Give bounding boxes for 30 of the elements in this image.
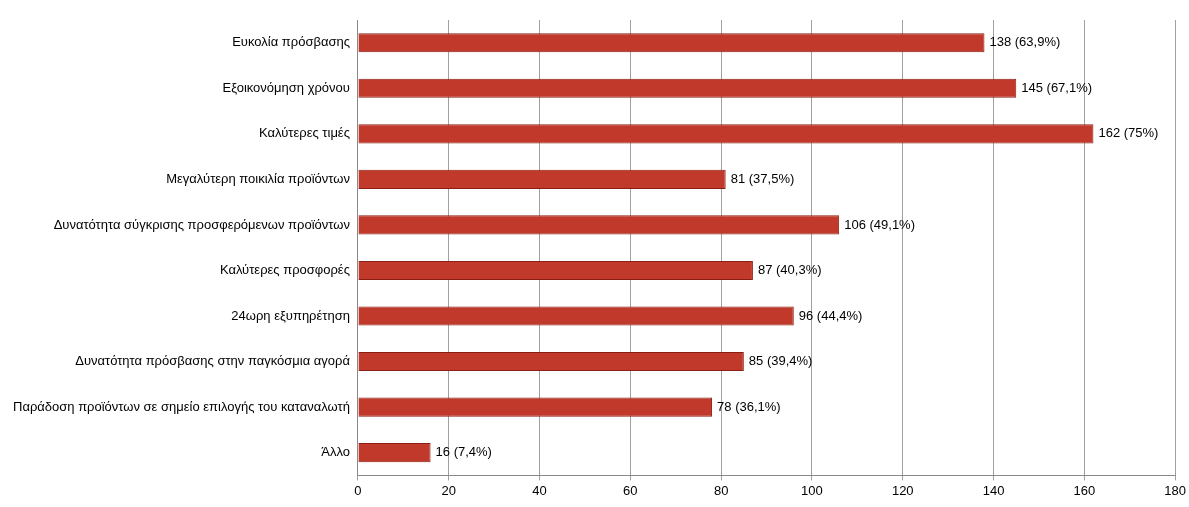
x-tick-label: 80 bbox=[713, 482, 729, 498]
y-tick-label: Καλύτερες προσφορές bbox=[219, 262, 350, 278]
data-label: 162 (75%) bbox=[1098, 125, 1159, 141]
x-tick-label: 160 bbox=[1073, 482, 1096, 498]
y-tick-label: Εξοικονόμηση χρόνου bbox=[222, 79, 350, 95]
x-tick-label: 60 bbox=[623, 482, 638, 498]
y-tick-label: Άλλο bbox=[321, 444, 350, 460]
x-tick-label: 140 bbox=[982, 482, 1005, 498]
y-tick-label: Δυνατότητα σύγκρισης προσφερόμενων προϊόντων bbox=[53, 216, 350, 232]
data-label: 78 (36,1%) bbox=[717, 398, 781, 414]
data-label: 138 (63,9%) bbox=[989, 34, 1061, 50]
y-tick-label: Δυνατότητα πρόσβασης στην παγκόσμια αγορά bbox=[75, 353, 351, 369]
data-label: 106 (49,1%) bbox=[844, 216, 916, 232]
data-label: 145 (67,1%) bbox=[1021, 79, 1093, 95]
y-tick-label: 24ωρη εξυπηρέτηση bbox=[231, 307, 350, 323]
x-tick-label: 0 bbox=[354, 482, 362, 498]
y-tick-label: Ευκολία πρόσβασης bbox=[232, 34, 350, 50]
data-label: 96 (44,4%) bbox=[798, 307, 863, 323]
data-label: 87 (40,3%) bbox=[757, 262, 822, 278]
y-tick-label: Καλύτερες τιμές bbox=[259, 125, 350, 141]
data-label: 81 (37,5%) bbox=[730, 170, 795, 186]
x-tick-label: 20 bbox=[441, 482, 456, 498]
y-tick-label: Μεγαλύτερη ποικιλία προϊόντων bbox=[166, 170, 350, 186]
data-label: 16 (7,4%) bbox=[435, 444, 492, 460]
x-tick-label: 120 bbox=[891, 482, 914, 498]
x-tick-label: 100 bbox=[801, 482, 823, 498]
x-tick-label: 40 bbox=[532, 482, 547, 498]
data-label: 85 (39,4%) bbox=[748, 353, 813, 369]
y-tick-label: Παράδοση προϊόντων σε σημείο επιλογής του καταναλωτή bbox=[12, 398, 350, 414]
x-tick-label: 180 bbox=[1164, 482, 1187, 498]
